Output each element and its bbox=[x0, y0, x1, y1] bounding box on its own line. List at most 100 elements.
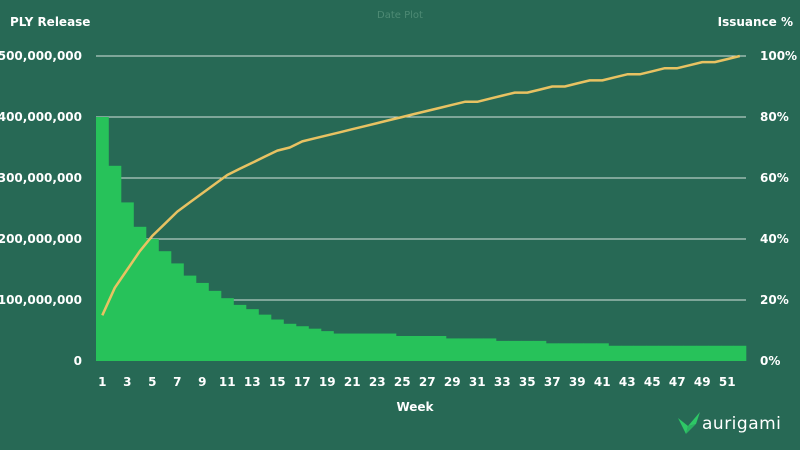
bar bbox=[496, 340, 509, 361]
bar bbox=[321, 331, 334, 361]
bar bbox=[158, 251, 172, 361]
bar bbox=[396, 335, 409, 361]
bar bbox=[708, 345, 722, 361]
left-y-tick-label: 200,000,000 bbox=[0, 232, 82, 246]
bar bbox=[533, 340, 547, 361]
left-axis-title: PLY Release bbox=[10, 15, 90, 29]
right-y-tick-label: 60% bbox=[760, 171, 789, 185]
bar bbox=[171, 263, 184, 361]
x-tick-label: 19 bbox=[319, 375, 336, 389]
right-y-tick-label: 80% bbox=[760, 110, 789, 124]
x-tick-label: 17 bbox=[294, 375, 311, 389]
bar bbox=[508, 340, 522, 361]
bar bbox=[246, 309, 259, 361]
right-y-tick-label: 0% bbox=[760, 354, 780, 368]
bar bbox=[308, 328, 322, 361]
x-tick-label: 9 bbox=[198, 375, 206, 389]
bar bbox=[146, 239, 159, 361]
bar-series bbox=[96, 117, 747, 361]
x-tick-label: 15 bbox=[269, 375, 286, 389]
x-tick-label: 39 bbox=[569, 375, 586, 389]
x-tick-label: 5 bbox=[148, 375, 156, 389]
bar bbox=[471, 338, 484, 361]
x-tick-label: 11 bbox=[219, 375, 236, 389]
bar bbox=[233, 304, 247, 361]
bar bbox=[271, 319, 284, 361]
bar bbox=[258, 314, 272, 361]
bar bbox=[183, 275, 197, 361]
bar bbox=[658, 345, 672, 361]
bar bbox=[283, 323, 297, 361]
bar bbox=[683, 345, 697, 361]
x-tick-label: 47 bbox=[669, 375, 686, 389]
bar bbox=[121, 202, 134, 361]
x-tick-label: 37 bbox=[544, 375, 561, 389]
bar bbox=[558, 343, 572, 361]
right-y-axis: 0% 20% 40% 60% 80% 100% bbox=[760, 49, 797, 368]
x-tick-label: 31 bbox=[469, 375, 486, 389]
bar bbox=[733, 345, 747, 361]
left-y-axis: 0 100,000,000 200,000,000 300,000,000 400,00… bbox=[0, 49, 82, 368]
x-tick-label: 29 bbox=[444, 375, 461, 389]
bar bbox=[196, 282, 209, 361]
bar bbox=[596, 343, 609, 361]
bar bbox=[721, 345, 734, 361]
gridlines bbox=[96, 55, 746, 301]
x-tick-label: 43 bbox=[619, 375, 636, 389]
bar bbox=[108, 165, 122, 361]
bar bbox=[346, 333, 359, 361]
bar bbox=[546, 343, 559, 361]
x-tick-label: 13 bbox=[244, 375, 261, 389]
left-y-tick-label: 300,000,000 bbox=[0, 171, 82, 185]
line-series bbox=[101, 54, 741, 316]
left-y-tick-label: 0 bbox=[74, 354, 82, 368]
bar bbox=[358, 333, 372, 361]
bar bbox=[371, 333, 384, 361]
x-tick-label: 3 bbox=[123, 375, 131, 389]
x-tick-label: 45 bbox=[644, 375, 661, 389]
x-tick-label: 23 bbox=[369, 375, 386, 389]
x-tick-label: 27 bbox=[419, 375, 436, 389]
bar bbox=[483, 338, 497, 361]
bar bbox=[521, 340, 534, 361]
bar bbox=[296, 326, 309, 361]
bar bbox=[208, 290, 222, 361]
right-y-tick-label: 20% bbox=[760, 293, 789, 307]
x-tick-label: 21 bbox=[344, 375, 361, 389]
bar bbox=[608, 345, 622, 361]
brand-logo: aurigami bbox=[678, 412, 781, 434]
bar bbox=[96, 117, 109, 361]
bar bbox=[221, 298, 234, 361]
x-tick-label: 51 bbox=[719, 375, 736, 389]
bar bbox=[571, 343, 584, 361]
x-axis: 1 3 5 7 9 11 13 15 17 19 21 23 25 27 29 31 33 35 37 39 41 43 4… bbox=[98, 375, 736, 389]
bar bbox=[646, 345, 659, 361]
bar bbox=[671, 345, 684, 361]
aurigami-bird-icon bbox=[678, 412, 700, 434]
x-tick-label: 25 bbox=[394, 375, 411, 389]
bar bbox=[696, 345, 709, 361]
x-tick-label: 7 bbox=[173, 375, 181, 389]
bar bbox=[633, 345, 647, 361]
bar bbox=[133, 226, 147, 361]
left-y-tick-label: 500,000,000 bbox=[0, 49, 82, 63]
x-tick-label: 35 bbox=[519, 375, 536, 389]
bar bbox=[458, 338, 472, 361]
right-axis-title: Issuance % bbox=[718, 15, 793, 29]
brand-name: aurigami bbox=[702, 414, 781, 434]
bar bbox=[446, 338, 459, 361]
x-tick-label: 1 bbox=[98, 375, 106, 389]
right-y-tick-label: 40% bbox=[760, 232, 789, 246]
issuance-line bbox=[101, 54, 741, 316]
x-tick-label: 33 bbox=[494, 375, 511, 389]
chart-title: Date Plot bbox=[377, 10, 423, 21]
left-y-tick-label: 400,000,000 bbox=[0, 110, 82, 124]
bar bbox=[408, 335, 422, 361]
bar bbox=[383, 333, 397, 361]
bar bbox=[421, 335, 434, 361]
bar bbox=[621, 345, 634, 361]
bar bbox=[333, 333, 347, 361]
bar bbox=[583, 343, 597, 361]
x-tick-label: 49 bbox=[694, 375, 711, 389]
